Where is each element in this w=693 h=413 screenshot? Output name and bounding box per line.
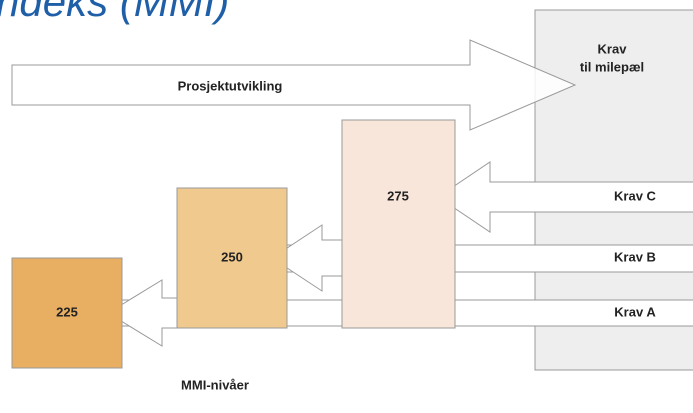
footer-label: MMI-nivåer — [181, 377, 249, 392]
level-label: 225 — [56, 304, 78, 319]
level-box — [341, 119, 456, 329]
milestone-label: Krav — [598, 41, 628, 56]
level-label: 250 — [221, 249, 243, 264]
level-arrow — [271, 224, 343, 292]
level-label: 275 — [387, 188, 409, 203]
title: ndeks (MMI) — [0, 0, 229, 25]
process-arrow — [11, 39, 577, 131]
level-arrow — [107, 279, 178, 347]
process-label: Prosjektutvikling — [178, 78, 283, 93]
milestone-label: til milepæl — [580, 59, 644, 74]
requirement-label: Krav B — [614, 249, 656, 264]
requirement-label: Krav C — [614, 188, 657, 203]
level-box — [176, 187, 288, 329]
level-box — [11, 257, 123, 369]
requirement-label: Krav A — [614, 304, 656, 319]
